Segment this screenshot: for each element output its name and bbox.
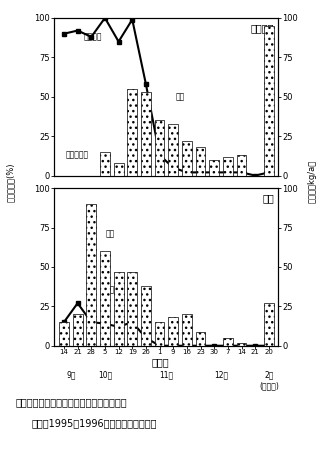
Bar — [73, 314, 83, 346]
Bar — [223, 157, 233, 176]
Bar — [264, 26, 274, 176]
Text: 雪害枯死率(%): 雪害枯死率(%) — [6, 162, 15, 202]
Text: 9月: 9月 — [66, 371, 76, 380]
Text: 10月: 10月 — [98, 371, 112, 380]
Text: 播種日: 播種日 — [151, 357, 169, 367]
Text: 収量: 収量 — [106, 229, 115, 238]
Text: 打越一寸: 打越一寸 — [251, 23, 274, 33]
Bar — [114, 163, 124, 176]
Bar — [127, 272, 137, 346]
Bar — [236, 155, 246, 176]
Text: 図２　播種日による雪害程度および収量の: 図２ 播種日による雪害程度および収量の — [16, 397, 128, 407]
Bar — [59, 322, 69, 346]
Bar — [168, 317, 178, 346]
Bar — [196, 331, 205, 346]
Text: 11月: 11月 — [159, 371, 173, 380]
Bar — [182, 314, 192, 346]
Text: 2月
(春播き): 2月 (春播き) — [259, 371, 279, 390]
Bar — [223, 338, 233, 346]
Bar — [100, 251, 110, 346]
Text: 収量: 収量 — [175, 92, 185, 101]
Bar — [209, 160, 219, 176]
Text: 全体体果死: 全体体果死 — [66, 151, 89, 160]
Bar — [196, 147, 205, 176]
Bar — [141, 286, 151, 346]
Bar — [155, 322, 164, 346]
Text: 変動（1995～1996，積雪日数８０日）: 変動（1995～1996，積雪日数８０日） — [32, 418, 157, 428]
Bar — [86, 204, 96, 346]
Text: 渝珲: 渝珲 — [262, 193, 274, 203]
Bar — [182, 141, 192, 176]
Text: 収收量（kg/a）: 収收量（kg/a） — [308, 160, 316, 203]
Bar — [141, 92, 151, 176]
Bar — [100, 152, 110, 176]
Bar — [168, 123, 178, 176]
Text: 12月: 12月 — [214, 371, 228, 380]
Bar — [236, 343, 246, 346]
Bar — [155, 120, 164, 176]
Bar — [127, 89, 137, 176]
Text: 雪害程度: 雪害程度 — [106, 286, 124, 295]
Text: 雪害程度: 雪害程度 — [84, 32, 102, 41]
Bar — [264, 303, 274, 346]
Bar — [114, 272, 124, 346]
